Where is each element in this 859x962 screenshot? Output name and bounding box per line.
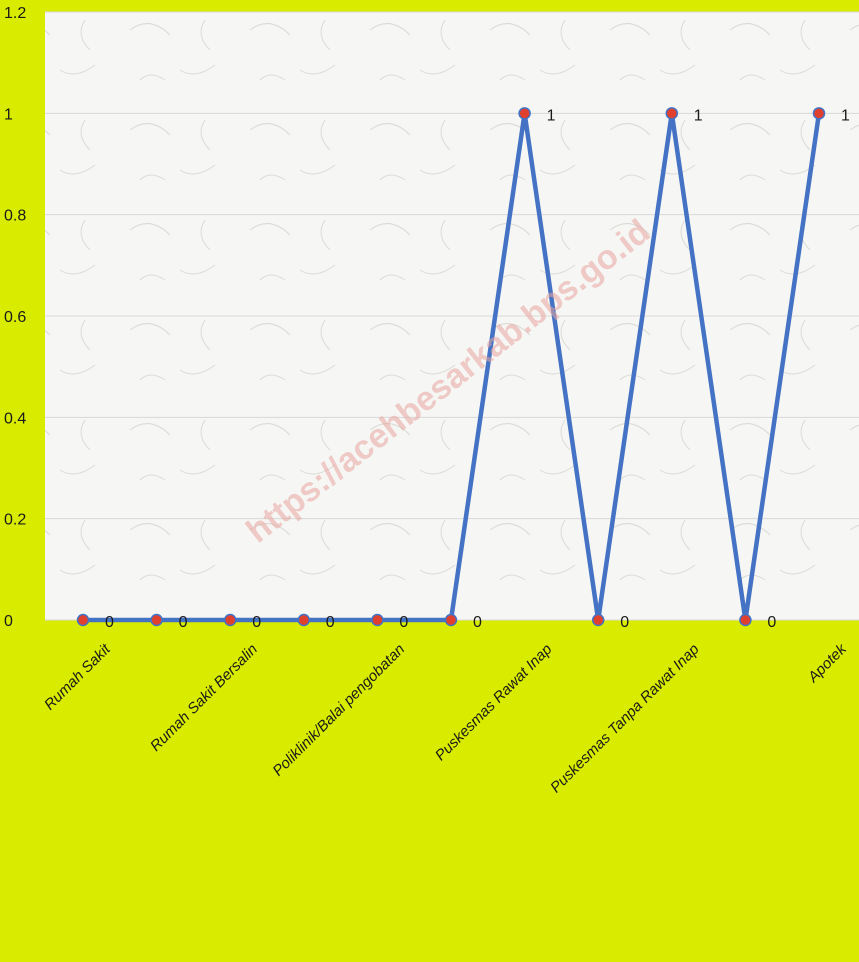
x-category-label: Rumah Sakit	[41, 640, 114, 713]
data-point	[76, 613, 90, 627]
y-tick-label: 1.2	[4, 5, 26, 22]
data-label: 0	[620, 614, 629, 631]
data-label: 0	[767, 614, 776, 631]
y-tick-label: 0.8	[4, 208, 26, 225]
data-label: 0	[252, 614, 261, 631]
y-tick-label: 0.6	[4, 309, 26, 326]
data-point	[739, 613, 752, 627]
x-category-label: Poliklinik/Balai pengobatan	[269, 641, 408, 780]
x-axis-categories: Rumah Sakit Rumah Sakit Bersalin Poliklini…	[41, 640, 851, 797]
data-label: 0	[105, 614, 114, 631]
y-tick-label: 0.4	[4, 410, 26, 427]
data-label: 0	[179, 614, 188, 631]
data-point	[812, 107, 826, 120]
y-tick-label: 0.2	[4, 512, 26, 529]
data-point	[591, 613, 605, 627]
data-point	[223, 613, 237, 627]
data-label: 0	[326, 614, 335, 631]
data-point	[371, 613, 384, 627]
data-point	[665, 107, 679, 120]
data-label: 1	[841, 107, 850, 124]
data-labels: 0 0 0 0 0 0 1 0 1 0 1	[105, 107, 850, 631]
data-point	[297, 613, 311, 627]
data-label: 0	[399, 614, 408, 631]
data-point	[444, 613, 458, 627]
y-tick-label: 0	[4, 613, 13, 630]
data-label: 1	[547, 107, 556, 124]
data-point	[518, 107, 531, 120]
data-point	[150, 613, 163, 627]
x-category-label: Puskesmas Rawat Inap	[432, 641, 555, 764]
x-category-label: Rumah Sakit Bersalin	[147, 641, 261, 755]
data-label: 1	[694, 107, 703, 124]
x-category-label: Puskesmas Tanpa Rawat Inap	[547, 641, 702, 796]
data-label: 0	[473, 614, 482, 631]
x-category-label: Apotek	[804, 640, 851, 687]
y-axis-ticks: 0 0.2 0.4 0.6 0.8 1 1.2	[4, 5, 26, 630]
series-markers	[76, 107, 826, 627]
y-tick-label: 1	[4, 106, 13, 123]
